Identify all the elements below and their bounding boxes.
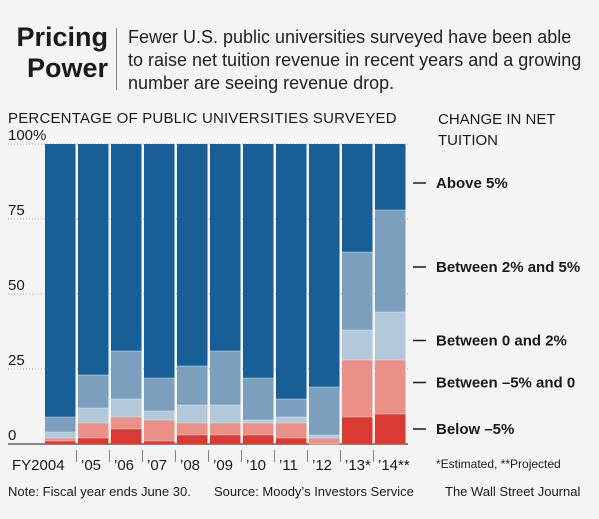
bar-segment bbox=[111, 399, 142, 417]
x-category-labels: FY2004 ’05 ’06 ’07 ’08 ’09 ’10 ’11 ’12 ’13* ’14** bbox=[12, 450, 410, 474]
bar-segment bbox=[177, 405, 208, 423]
bar-segment bbox=[210, 144, 241, 351]
bar-segment bbox=[144, 441, 175, 444]
bar-segment bbox=[111, 144, 142, 351]
legend-label: Below –5% bbox=[436, 421, 514, 438]
bar-segment bbox=[309, 144, 340, 387]
bar-segment bbox=[45, 417, 76, 432]
bar-segment bbox=[309, 438, 340, 444]
bar-segment bbox=[144, 420, 175, 441]
bar-segment bbox=[342, 252, 373, 330]
chart-title: Pricing Power bbox=[8, 22, 108, 84]
x-category-label: ’08 bbox=[180, 457, 200, 474]
bar-segment bbox=[111, 417, 142, 429]
bar-segment bbox=[375, 414, 406, 444]
bar-segment bbox=[210, 351, 241, 405]
x-category-label: ’14** bbox=[378, 457, 410, 474]
bar-segment bbox=[342, 417, 373, 444]
bar-segment bbox=[243, 378, 274, 420]
footer-credit: The Wall Street Journal bbox=[445, 484, 581, 499]
bar-segment bbox=[375, 144, 406, 210]
footer-note: Note: Fiscal year ends June 30. bbox=[8, 484, 191, 499]
legend-label: Between 2% and 5% bbox=[436, 259, 580, 276]
y-tick-label: 25 bbox=[8, 352, 25, 369]
y-tick-label: 0 bbox=[8, 427, 16, 444]
y-tick-labels: 100% 75 50 25 0 bbox=[8, 127, 46, 444]
bar-segment bbox=[276, 438, 307, 444]
bar-segment bbox=[375, 210, 406, 312]
bar-segment bbox=[243, 420, 274, 423]
bar-segment bbox=[276, 423, 307, 438]
x-category-label: FY2004 bbox=[12, 457, 65, 474]
bar-segment bbox=[177, 144, 208, 366]
x-category-label: ’11 bbox=[279, 457, 298, 474]
title-line-1: Pricing bbox=[16, 22, 108, 52]
bar-segment bbox=[78, 423, 109, 438]
legend-label: Above 5% bbox=[436, 175, 508, 192]
bar-segment bbox=[276, 399, 307, 417]
bar-segment bbox=[111, 351, 142, 399]
y-tick-label: 50 bbox=[8, 277, 25, 294]
legend-title: CHANGE IN NET TUITION bbox=[438, 111, 556, 149]
title-divider bbox=[116, 28, 117, 90]
bar-segment bbox=[210, 435, 241, 444]
bar-segment bbox=[342, 144, 373, 252]
bar-segment bbox=[342, 360, 373, 417]
x-category-label: ’07 bbox=[147, 457, 167, 474]
bar-segment bbox=[45, 438, 76, 441]
bar-segment bbox=[276, 417, 307, 423]
bar-segment bbox=[144, 144, 175, 378]
bar-segment bbox=[342, 330, 373, 360]
bar-segment bbox=[144, 411, 175, 420]
bar-segment bbox=[78, 438, 109, 444]
y-tick-label: 100% bbox=[8, 127, 46, 144]
bar-segment bbox=[210, 423, 241, 435]
bar-segment bbox=[309, 435, 340, 438]
bar-segment bbox=[45, 441, 76, 444]
x-category-label: ’13* bbox=[345, 457, 371, 474]
bar-segment bbox=[276, 144, 307, 399]
x-category-label: ’10 bbox=[246, 457, 266, 474]
bar-segment bbox=[177, 366, 208, 405]
chart-subtitle: Fewer U.S. public universities surveyed … bbox=[128, 27, 582, 93]
bar-segment bbox=[375, 312, 406, 360]
bar-segment bbox=[177, 435, 208, 444]
bar-segment bbox=[144, 378, 175, 411]
x-category-label: ’05 bbox=[81, 457, 101, 474]
bar-segment bbox=[243, 144, 274, 378]
bar-segment bbox=[375, 360, 406, 414]
bar-segment bbox=[243, 435, 274, 444]
bar-segment bbox=[177, 423, 208, 435]
bar-segment bbox=[45, 144, 76, 417]
bar-segment bbox=[309, 387, 340, 435]
bar-segment bbox=[78, 144, 109, 375]
footer-source: Source: Moody’s Investors Service bbox=[214, 484, 414, 499]
legend: Above 5% Between 2% and 5% Between 0 and 2… bbox=[413, 175, 580, 438]
bar-segment bbox=[78, 375, 109, 408]
bar-segment bbox=[45, 432, 76, 438]
legend-label: Between –5% and 0 bbox=[436, 375, 575, 392]
legend-label: Between 0 and 2% bbox=[436, 333, 567, 350]
footnote: *Estimated, **Projected bbox=[436, 457, 561, 471]
x-category-label: ’09 bbox=[213, 457, 233, 474]
bar-segment bbox=[111, 429, 142, 444]
bar-segment bbox=[243, 423, 274, 435]
bars bbox=[45, 144, 406, 445]
x-category-label: ’06 bbox=[114, 457, 134, 474]
y-axis-label: PERCENTAGE OF PUBLIC UNIVERSITIES SURVEY… bbox=[8, 110, 397, 127]
title-line-2: Power bbox=[26, 53, 108, 83]
x-category-label: ’12 bbox=[312, 457, 332, 474]
bar-segment bbox=[210, 405, 241, 423]
y-tick-label: 75 bbox=[8, 202, 25, 219]
bar-segment bbox=[78, 408, 109, 423]
